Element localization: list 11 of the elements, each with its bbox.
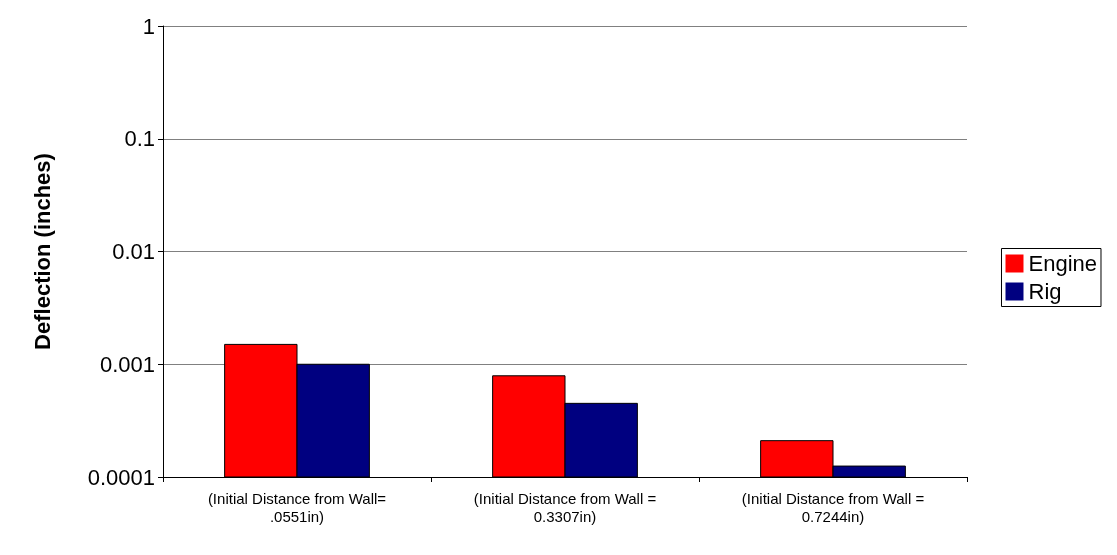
y-tick-label: 0.0001 [87, 464, 155, 490]
y-tick-label: 0.01 [112, 239, 155, 264]
legend-label: Rig [1028, 279, 1062, 304]
legend-label: Engine [1028, 251, 1098, 276]
x-tick-label: (Initial Distance from Wall= .0551in) [207, 489, 387, 525]
y-tick-label: 0.1 [124, 126, 155, 152]
x-tick-label: (Initial Distance from Wall = 0.7244in) [741, 489, 925, 525]
y-tick-label: 0.001 [99, 351, 155, 377]
y-tick-label: 1 [142, 13, 155, 39]
x-tick-label: (Initial Distance from Wall = 0.3307in) [473, 489, 657, 525]
y-axis-title: Deflection (inches) [29, 153, 55, 350]
